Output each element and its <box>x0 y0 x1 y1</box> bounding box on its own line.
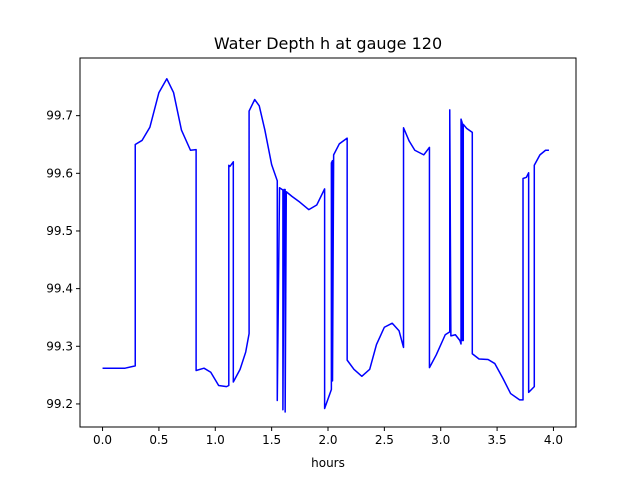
x-axis-label: hours <box>311 456 345 470</box>
chart-title: Water Depth h at gauge 120 <box>214 34 442 53</box>
y-tick-label: 99.2 <box>46 397 73 411</box>
y-tick-label: 99.7 <box>46 109 73 123</box>
x-tick-label: 2.5 <box>375 433 394 447</box>
x-tick-label: 1.5 <box>262 433 281 447</box>
x-tick-label: 3.0 <box>431 433 450 447</box>
data-line-series-0 <box>102 78 549 413</box>
x-tick-label: 3.5 <box>488 433 507 447</box>
x-tick-label: 2.0 <box>318 433 337 447</box>
plot-layer: 0.0 0.5 1.0 1.5 2.0 2.5 3.0 3.5 4.0 99.2 99.3 99.4 9… <box>46 57 577 447</box>
y-tick-label: 99.5 <box>46 224 73 238</box>
x-tick-label: 4.0 <box>544 433 563 447</box>
y-tick-label: 99.3 <box>46 339 73 353</box>
x-tick-label: 1.0 <box>206 433 225 447</box>
y-tick-label: 99.6 <box>46 166 73 180</box>
x-tick-label: 0.0 <box>93 433 112 447</box>
y-tick-label: 99.4 <box>46 282 73 296</box>
x-tick-label: 0.5 <box>149 433 168 447</box>
